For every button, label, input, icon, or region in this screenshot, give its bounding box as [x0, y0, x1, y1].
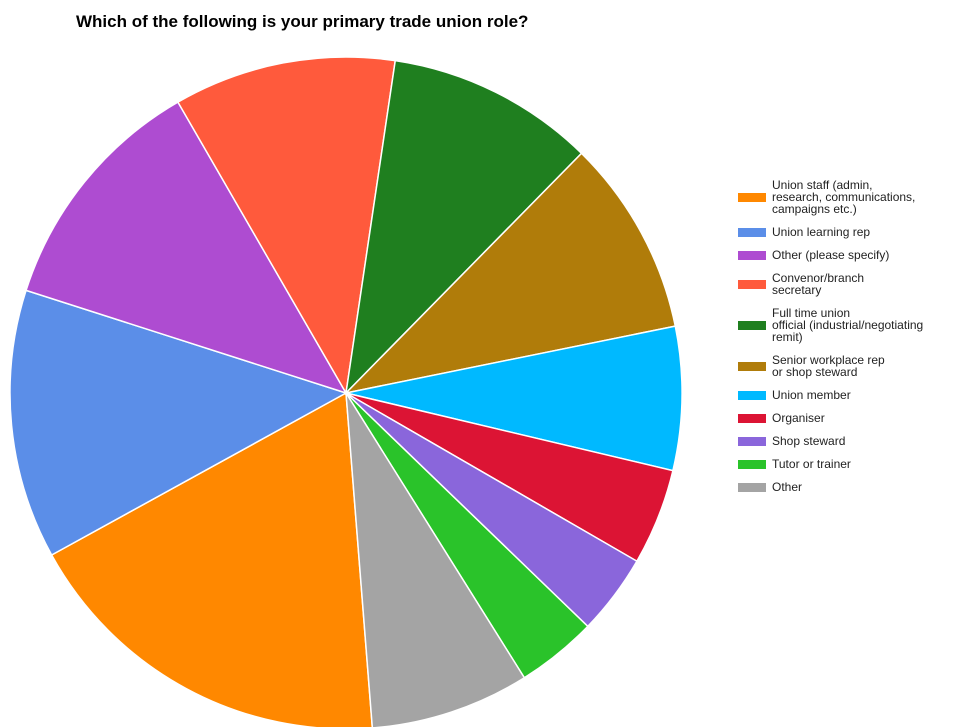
legend-item: Organiser [738, 412, 953, 424]
legend-swatch [738, 414, 766, 423]
legend-item: Union staff (admin, research, communicat… [738, 179, 953, 215]
legend-label: Other (please specify) [772, 248, 890, 262]
legend-swatch [738, 483, 766, 492]
legend-swatch [738, 460, 766, 469]
legend-label: Shop steward [772, 434, 846, 448]
legend-item: Convenor/branch secretary [738, 272, 953, 296]
legend-label: Convenor/branch secretary [772, 271, 865, 297]
legend-swatch [738, 362, 766, 371]
legend-swatch [738, 391, 766, 400]
legend-item: Union member [738, 389, 953, 401]
legend-item: Shop steward [738, 435, 953, 447]
legend-item: Other (please specify) [738, 249, 953, 261]
legend-item: Other [738, 481, 953, 493]
pie-slice-1 [9, 289, 348, 557]
legend-label: Union member [772, 388, 851, 402]
legend-swatch [738, 280, 766, 289]
legend-swatch [738, 251, 766, 260]
legend-label: Other [772, 480, 803, 494]
legend-label: Union staff (admin, research, communicat… [772, 178, 916, 216]
legend: Union staff (admin, research, communicat… [738, 179, 953, 504]
legend-label: Senior workplace rep or shop steward [772, 353, 885, 379]
legend-swatch [738, 228, 766, 237]
legend-swatch [738, 321, 766, 330]
legend-item: Senior workplace rep or shop steward [738, 354, 953, 378]
pie-slice-5 [343, 152, 677, 395]
pie-slice-4 [344, 59, 583, 396]
legend-item: Full time union official (industrial/neg… [738, 307, 953, 343]
chart-title: Which of the following is your primary t… [76, 12, 529, 31]
pie-slice-0 [50, 391, 374, 727]
legend-item: Tutor or trainer [738, 458, 953, 470]
pie-slice-6 [345, 325, 683, 472]
legend-swatch [738, 437, 766, 446]
legend-swatch [738, 193, 766, 202]
legend-label: Organiser [772, 411, 825, 425]
pie-slice-3 [176, 56, 397, 396]
legend-label: Union learning rep [772, 225, 871, 239]
legend-label: Tutor or trainer [772, 457, 851, 471]
legend-label: Full time union official (industrial/neg… [772, 306, 924, 344]
pie-slice-2 [25, 101, 348, 395]
pie-slice-10 [345, 392, 526, 727]
legend-item: Union learning rep [738, 226, 953, 238]
